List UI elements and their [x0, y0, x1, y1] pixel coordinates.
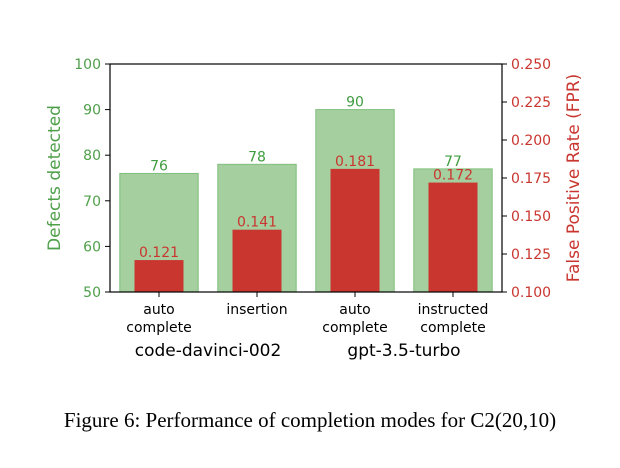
- right-axis-tick-label: 0.225: [511, 95, 551, 111]
- fpr-value-label: 0.181: [335, 154, 375, 170]
- left-axis-tick-label: 60: [83, 239, 101, 255]
- x-tick-label: insertion: [226, 302, 287, 318]
- right-axis-tick-label: 0.125: [511, 247, 551, 263]
- defects-value-label: 77: [444, 154, 462, 170]
- fpr-bar: [330, 168, 380, 292]
- left-axis-tick-label: 90: [83, 103, 101, 119]
- model-group-label: code-davinci-002: [135, 341, 282, 361]
- fpr-bar: [134, 260, 184, 292]
- x-tick-label: auto: [339, 302, 371, 318]
- right-axis-title: False Positive Rate (FPR): [564, 74, 584, 283]
- dual-axis-bar-chart: 76 78 90 77 0.121 0.141 0.181 0.172 50 60 70 80 90 10…: [45, 57, 584, 361]
- right-axis-tick-label: 0.100: [511, 285, 551, 301]
- defects-value-label: 78: [248, 149, 266, 165]
- fpr-bar: [428, 182, 478, 292]
- fpr-value-label: 0.141: [237, 215, 277, 231]
- x-tick-label: auto: [143, 302, 175, 318]
- fpr-bar: [232, 229, 282, 292]
- left-axis-tick-label: 50: [83, 285, 101, 301]
- right-axis-tick-label: 0.250: [511, 57, 551, 73]
- defects-value-label: 90: [346, 95, 364, 111]
- defects-value-label: 76: [150, 158, 168, 174]
- x-tick-label: complete: [126, 320, 191, 336]
- left-axis-tick-label: 70: [83, 194, 101, 210]
- left-axis-tick-label: 100: [74, 57, 101, 73]
- left-axis-title: Defects detected: [45, 105, 65, 251]
- left-axis-tick-label: 80: [83, 148, 101, 164]
- fpr-value-label: 0.172: [433, 168, 473, 184]
- right-axis-tick-label: 0.175: [511, 171, 551, 187]
- fpr-value-label: 0.121: [139, 245, 179, 261]
- model-group-label: gpt-3.5-turbo: [347, 341, 460, 361]
- x-tick-label: complete: [322, 320, 387, 336]
- x-tick-label: complete: [420, 320, 485, 336]
- right-axis-tick-label: 0.150: [511, 209, 551, 225]
- right-axis-tick-label: 0.200: [511, 133, 551, 149]
- x-tick-label: instructed: [418, 302, 489, 318]
- figure-caption: Figure 6: Performance of completion mode…: [63, 408, 557, 432]
